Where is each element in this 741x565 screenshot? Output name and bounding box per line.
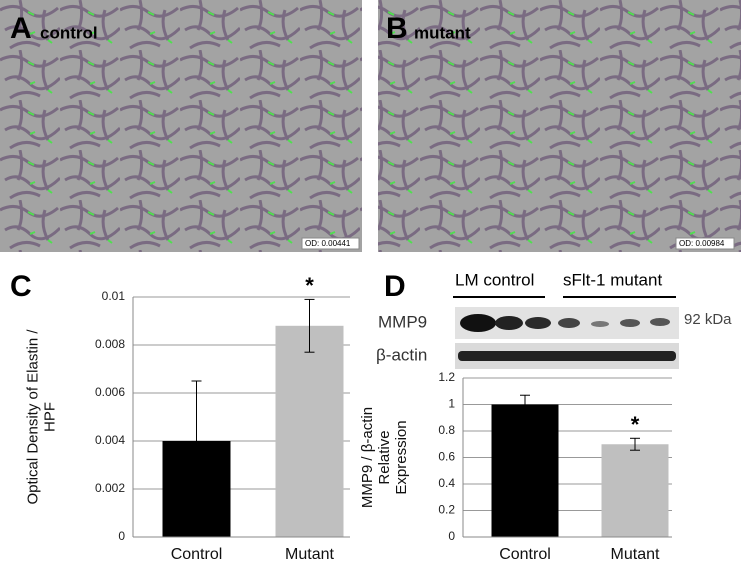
od-value: OD: 0.00984 <box>679 239 725 248</box>
panel-letter: C <box>10 270 32 303</box>
y-tick-label: 0.4 <box>438 476 455 490</box>
panel-label: mutant <box>414 23 471 42</box>
y-tick-label: 0.8 <box>438 423 455 437</box>
y-tick-label: 0.004 <box>95 433 125 447</box>
row-label: MMP9 <box>378 312 427 331</box>
y-tick-label: 0.002 <box>95 481 125 495</box>
y-tick-label: 1.2 <box>438 370 455 384</box>
y-tick-label: 0.6 <box>438 450 455 464</box>
micrograph-b: B mutant OD: 0.00984 <box>378 0 741 252</box>
western-blot: LM control sFlt-1 mutant MMP9 β-actin 92… <box>376 270 732 369</box>
group-label: LM control <box>455 270 534 289</box>
x-tick-label: Mutant <box>285 546 334 563</box>
y-tick-label: 0.006 <box>95 385 125 399</box>
y-axis-label: MMP9 / β-actin <box>359 407 376 508</box>
group-label: sFlt-1 mutant <box>563 270 662 289</box>
y-axis-label: Relative <box>376 430 393 484</box>
bar <box>491 404 559 537</box>
annotation: * <box>631 412 640 437</box>
y-axis-label: Expression <box>393 420 410 494</box>
y-axis-label: HPF <box>41 402 58 432</box>
x-tick-label: Control <box>171 546 223 563</box>
panel-letter: D <box>384 270 406 303</box>
size-label: 92 kDa <box>684 311 732 328</box>
od-value: OD: 0.00441 <box>305 239 351 248</box>
y-tick-label: 1 <box>448 397 455 411</box>
micrograph-a: A control OD: 0.00441 <box>0 0 362 252</box>
x-tick-label: Control <box>499 546 551 563</box>
bar <box>601 444 669 537</box>
y-tick-label: 0 <box>448 529 455 543</box>
y-tick-label: 0 <box>118 529 125 543</box>
y-tick-label: 0.2 <box>438 503 455 517</box>
panel-label: control <box>40 23 98 42</box>
bar <box>275 325 344 537</box>
y-tick-label: 0.01 <box>102 289 126 303</box>
y-tick-label: 0.008 <box>95 337 125 351</box>
panel-letter: B <box>386 12 408 45</box>
y-axis-label: Optical Density of Elastin / <box>24 329 41 505</box>
row-label: β-actin <box>376 345 427 364</box>
annotation: * <box>305 273 314 298</box>
panel-letter: A <box>10 12 32 45</box>
x-tick-label: Mutant <box>611 546 660 563</box>
